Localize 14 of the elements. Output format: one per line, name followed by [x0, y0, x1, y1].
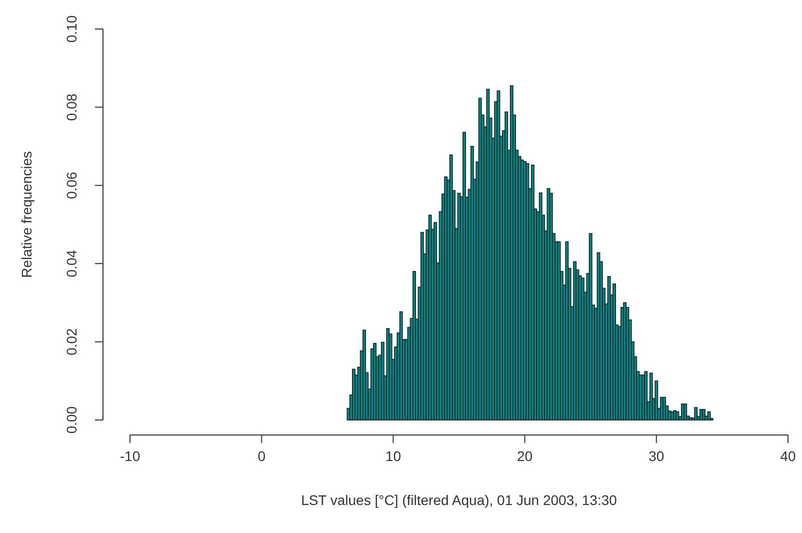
y-tick-label: 0.06 — [64, 172, 80, 200]
x-tick-label: 40 — [780, 448, 796, 464]
x-tick-label: 20 — [517, 448, 533, 464]
y-axis-title: Relative frequencies — [18, 151, 35, 278]
x-tick-label: 30 — [648, 448, 664, 464]
x-tick-label: 0 — [258, 448, 266, 464]
y-tick-label: 0.00 — [64, 406, 80, 434]
x-tick-label: 10 — [385, 448, 402, 464]
x-axis-title: LST values [°C] (filtered Aqua), 01 Jun 2003, 13:30 — [301, 492, 618, 508]
y-tick-label: 0.04 — [64, 250, 80, 278]
x-tick-label: -10 — [120, 448, 140, 464]
y-tick-label: 0.02 — [64, 328, 80, 356]
y-tick-label: 0.10 — [64, 15, 80, 43]
y-tick-label: 0.08 — [64, 93, 80, 121]
